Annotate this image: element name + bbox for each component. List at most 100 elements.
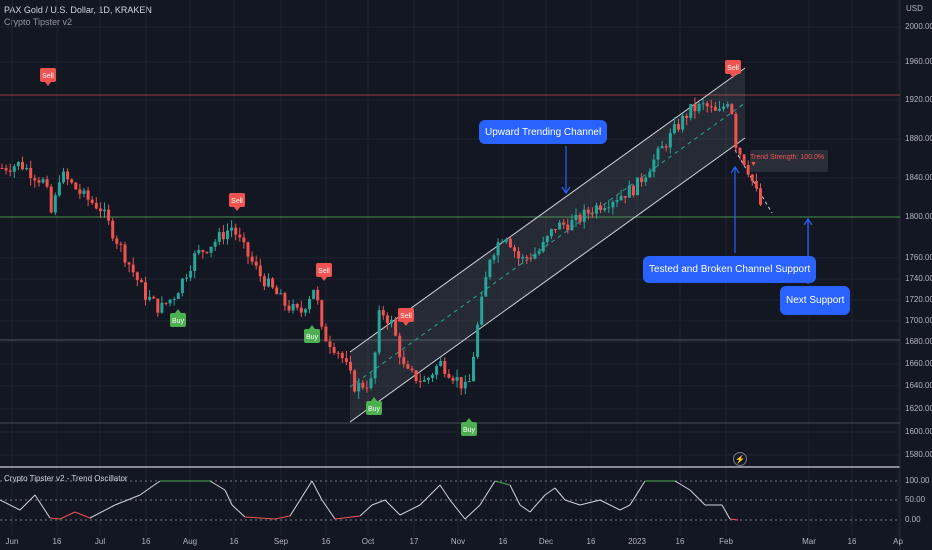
indicator-name[interactable]: Crypto Tipster v2 bbox=[4, 17, 73, 27]
candle-body bbox=[566, 224, 570, 231]
candle-body bbox=[627, 185, 631, 198]
symbol-title[interactable]: PAX Gold / U.S. Dollar, 1D, KRAKEN bbox=[4, 5, 152, 15]
candle-body bbox=[119, 243, 123, 245]
candle-body bbox=[713, 106, 717, 111]
osc-segment bbox=[529, 494, 546, 513]
candle-body bbox=[402, 357, 406, 365]
candle-body bbox=[205, 251, 209, 253]
candle-body bbox=[29, 167, 33, 179]
candle-body bbox=[590, 213, 594, 215]
candle-body bbox=[644, 177, 648, 183]
date-tick-label: Oct bbox=[361, 537, 375, 546]
trend-strength-box: Trend Strength: 100.0% ▼ bbox=[750, 150, 828, 172]
candle-body bbox=[689, 103, 693, 118]
candle-body bbox=[213, 241, 217, 247]
lightning-icon[interactable]: ⚡ bbox=[733, 452, 747, 466]
osc-tick-label: 100.00 bbox=[905, 476, 930, 485]
candle-body bbox=[287, 305, 291, 311]
osc-segment bbox=[564, 499, 581, 506]
buy-marker-pointer bbox=[309, 325, 315, 329]
candle-body bbox=[238, 234, 242, 238]
osc-segment bbox=[59, 511, 76, 520]
candle-body bbox=[578, 214, 582, 222]
candle-body bbox=[349, 362, 352, 371]
candle-body bbox=[0, 168, 4, 170]
candle-body bbox=[4, 168, 8, 171]
price-tick-label: 1920.00 bbox=[905, 95, 932, 104]
channel-callout: Upward Trending Channel bbox=[479, 120, 608, 144]
buy-marker bbox=[366, 401, 382, 415]
price-tick-label: 1720.00 bbox=[905, 295, 932, 304]
candle-body bbox=[25, 167, 29, 170]
date-tick-label: Jun bbox=[5, 537, 19, 546]
osc-segment bbox=[464, 504, 481, 520]
candles bbox=[0, 97, 762, 399]
candle-body bbox=[308, 298, 311, 310]
candle-body bbox=[291, 304, 295, 311]
osc-tick-label: 50.00 bbox=[905, 495, 926, 504]
osc-segment bbox=[494, 480, 511, 486]
trend-oscillator bbox=[0, 480, 739, 521]
osc-segment bbox=[729, 518, 739, 521]
candle-body bbox=[459, 377, 463, 389]
candle-body bbox=[189, 271, 193, 278]
osc-segment bbox=[629, 480, 646, 506]
osc-segment bbox=[439, 484, 451, 501]
candle-body bbox=[217, 232, 221, 242]
osc-segment bbox=[449, 499, 466, 520]
breakdown-line bbox=[734, 149, 773, 214]
candle-body bbox=[648, 171, 652, 178]
osc-segment bbox=[244, 516, 276, 520]
sell-label: Sell bbox=[727, 65, 739, 72]
candle-body bbox=[8, 170, 12, 172]
candle-body bbox=[570, 219, 574, 231]
osc-segment bbox=[479, 480, 496, 506]
osc-segment bbox=[359, 504, 373, 517]
price-tick-label: 1600.00 bbox=[905, 427, 932, 436]
candle-body bbox=[504, 238, 508, 242]
candle-body bbox=[754, 180, 758, 189]
price-tick-label: 1700.00 bbox=[905, 316, 932, 325]
candle-body bbox=[742, 154, 746, 166]
candle-body bbox=[431, 374, 434, 379]
candle-body bbox=[463, 381, 467, 389]
candle-body bbox=[545, 236, 549, 242]
osc-segment bbox=[311, 480, 323, 501]
osc-segment bbox=[224, 489, 233, 506]
osc-segment bbox=[399, 504, 421, 516]
candle-body bbox=[537, 251, 541, 254]
candle-body bbox=[295, 304, 299, 308]
next-support-callout: Next Support bbox=[780, 286, 851, 315]
oscillator-title[interactable]: Crypto Tipster v2 - Trend Oscillator bbox=[4, 474, 128, 483]
candle-body bbox=[410, 368, 414, 371]
broken-support-callout: Tested and Broken Channel Support bbox=[643, 256, 817, 283]
price-tick-label: 1960.00 bbox=[905, 57, 932, 66]
candle-body bbox=[344, 358, 348, 363]
support-arrowhead bbox=[803, 217, 813, 226]
candle-body bbox=[455, 377, 459, 381]
osc-segment bbox=[19, 494, 36, 511]
candle-body bbox=[221, 232, 225, 240]
candle-body bbox=[668, 133, 672, 148]
candle-body bbox=[377, 310, 381, 353]
candle-body bbox=[336, 352, 340, 354]
candle-body bbox=[709, 106, 713, 108]
candle-body bbox=[488, 259, 492, 278]
candle-body bbox=[131, 264, 135, 273]
candle-body bbox=[541, 241, 545, 252]
candle-body bbox=[439, 360, 443, 366]
candle-body bbox=[94, 202, 98, 209]
candle-body bbox=[718, 108, 721, 111]
candle-body bbox=[476, 324, 480, 357]
candle-body bbox=[86, 190, 90, 200]
candle-body bbox=[176, 293, 180, 300]
candle-body bbox=[193, 253, 197, 272]
candle-body bbox=[283, 293, 287, 306]
candle-body bbox=[664, 146, 668, 148]
candle-body bbox=[258, 265, 262, 277]
sell-label: Sell bbox=[42, 73, 54, 80]
candle-body bbox=[135, 272, 139, 281]
candle-body bbox=[500, 241, 504, 243]
candle-body bbox=[697, 103, 701, 112]
